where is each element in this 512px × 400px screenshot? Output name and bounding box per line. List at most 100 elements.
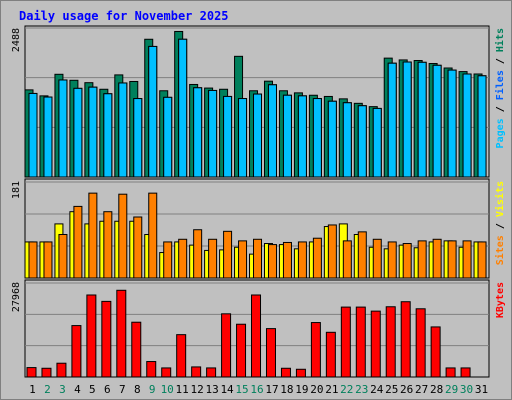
bar-kbytes-day-16 — [251, 294, 262, 378]
bar-kbytes-day-29 — [445, 367, 456, 378]
bar-kbytes-day-28 — [430, 326, 441, 378]
bar-kbytes-day-21 — [325, 331, 336, 378]
legend-item-visits: Visits — [494, 181, 506, 217]
bar-sites-day-6 — [103, 211, 113, 279]
bar-sites-day-20 — [312, 237, 322, 279]
bar-sites-day-26 — [402, 243, 412, 279]
day-label-16: 16 — [250, 383, 263, 396]
day-label-8: 8 — [134, 383, 141, 396]
legend-item-hits: Hits — [494, 28, 506, 52]
bar-sites-day-17 — [267, 244, 277, 279]
day-label-4: 4 — [74, 383, 81, 396]
bar-sites-day-29 — [447, 240, 457, 279]
bar-pages-day-29 — [447, 69, 457, 178]
bar-kbytes-day-19 — [295, 368, 306, 378]
bar-kbytes-day-6 — [101, 300, 112, 378]
chart-title: Daily usage for November 2025 — [19, 9, 229, 23]
legend-item-kbytes: KBytes — [495, 282, 506, 318]
bar-sites-day-2 — [43, 241, 53, 279]
day-label-5: 5 — [89, 383, 96, 396]
day-label-19: 19 — [295, 383, 308, 396]
bar-sites-day-16 — [253, 238, 263, 279]
bar-pages-day-12 — [193, 87, 203, 178]
bar-sites-day-28 — [432, 238, 442, 279]
bar-pages-day-25 — [387, 62, 397, 178]
day-label-26: 26 — [400, 383, 413, 396]
bar-pages-day-13 — [208, 89, 218, 178]
chart-panels: 2488 Pages / Files / Hits 181 Sites / Visit… — [11, 25, 506, 378]
panel-legend: Pages / Files / Hits — [494, 28, 506, 148]
bar-sites-day-15 — [238, 240, 248, 279]
bar-sites-day-30 — [462, 240, 472, 279]
day-label-3: 3 — [59, 383, 66, 396]
bar-pages-day-7 — [118, 82, 128, 178]
day-label-22: 22 — [340, 383, 353, 396]
bar-pages-day-10 — [163, 96, 173, 178]
bar-pages-day-23 — [357, 105, 367, 178]
bar-pages-day-2 — [43, 96, 53, 178]
bar-sites-day-3 — [58, 234, 68, 279]
day-label-2: 2 — [44, 383, 51, 396]
bar-kbytes-day-9 — [146, 361, 157, 378]
bar-kbytes-day-24 — [370, 310, 381, 378]
day-label-27: 27 — [415, 383, 428, 396]
bar-sites-day-21 — [327, 224, 337, 279]
bar-pages-day-21 — [327, 100, 337, 178]
bar-kbytes-day-15 — [236, 323, 247, 378]
bar-pages-day-3 — [58, 79, 68, 178]
bar-kbytes-day-13 — [206, 367, 217, 378]
bar-kbytes-day-1 — [26, 367, 37, 378]
day-label-7: 7 — [119, 383, 126, 396]
bar-sites-day-10 — [163, 241, 173, 279]
day-label-31: 31 — [475, 383, 488, 396]
panel-legend: KBytes — [495, 282, 506, 318]
bar-sites-day-22 — [342, 240, 352, 279]
legend-separator: / — [495, 52, 506, 70]
bar-pages-day-27 — [417, 61, 427, 178]
bar-sites-day-18 — [282, 241, 292, 279]
day-label-21: 21 — [325, 383, 338, 396]
bar-pages-day-9 — [148, 45, 158, 178]
bar-kbytes-day-26 — [400, 301, 411, 378]
bar-kbytes-day-30 — [460, 367, 471, 378]
legend-item-sites: Sites — [494, 235, 506, 265]
day-label-24: 24 — [370, 383, 384, 396]
panel-kbytes: 27968 KBytes — [11, 279, 506, 378]
bar-kbytes-day-2 — [41, 367, 52, 378]
bar-pages-day-6 — [103, 93, 113, 178]
bar-sites-day-31 — [477, 241, 487, 279]
bar-kbytes-day-11 — [176, 334, 187, 378]
bar-kbytes-day-4 — [71, 325, 82, 378]
bar-sites-day-7 — [118, 193, 128, 279]
bar-sites-day-8 — [133, 216, 143, 279]
bar-pages-day-1 — [28, 92, 38, 178]
bar-kbytes-day-22 — [340, 306, 351, 378]
bar-kbytes-day-12 — [191, 366, 202, 378]
bar-pages-day-15 — [238, 98, 248, 178]
bar-pages-day-24 — [372, 107, 382, 178]
day-label-30: 30 — [460, 383, 473, 396]
bar-kbytes-day-25 — [385, 306, 396, 378]
bar-pages-day-19 — [297, 95, 307, 178]
day-label-18: 18 — [280, 383, 293, 396]
bar-kbytes-day-5 — [86, 294, 97, 378]
panel-legend: Sites / Visits — [494, 181, 506, 265]
day-label-10: 10 — [161, 383, 174, 396]
bar-kbytes-day-14 — [221, 313, 232, 378]
bar-pages-day-18 — [282, 94, 292, 178]
day-label-15: 15 — [235, 383, 248, 396]
legend-item-pages: Pages — [495, 118, 506, 148]
day-tick-labels: 1 2 3 4 5 6 7 8 9 10 11 12 13 14 15 16 17 18 19 20 21 22 23 24 2… — [29, 383, 488, 396]
bar-sites-day-14 — [223, 230, 233, 279]
bar-sites-day-24 — [372, 238, 382, 279]
bar-pages-day-26 — [402, 61, 412, 178]
bar-pages-day-17 — [267, 84, 277, 178]
bar-kbytes-day-17 — [265, 328, 276, 378]
bar-pages-day-22 — [342, 102, 352, 178]
day-label-12: 12 — [191, 383, 204, 396]
y-max-label: 27968 — [11, 282, 22, 312]
legend-item-files: Files — [494, 70, 506, 100]
bar-pages-day-31 — [477, 75, 487, 178]
bar-pages-day-28 — [432, 64, 442, 178]
day-label-20: 20 — [310, 383, 323, 396]
